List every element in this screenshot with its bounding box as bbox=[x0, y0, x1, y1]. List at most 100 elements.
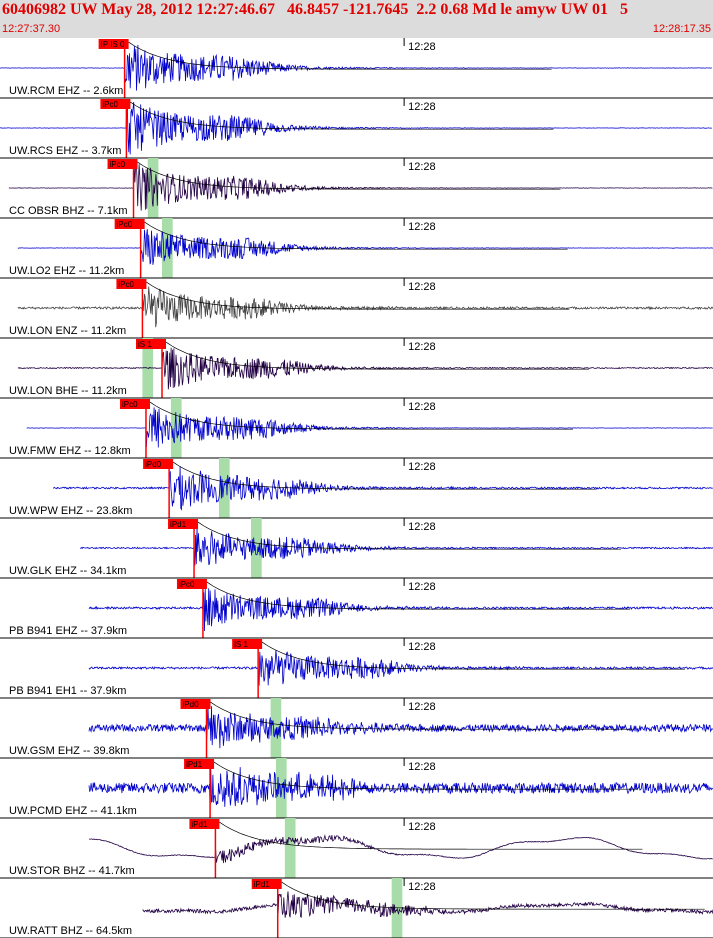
trace-panel[interactable]: iPc0 12:28 UW.LON ENZ -- 11.2km bbox=[0, 278, 713, 339]
trace-label: UW.LO2 EHZ -- 11.2km bbox=[9, 265, 124, 277]
minute-tick-label: 12:28 bbox=[408, 761, 436, 773]
waveform-line bbox=[53, 466, 713, 511]
coda-curve bbox=[128, 41, 552, 70]
trace-label: UW.GLK EHZ -- 34.1km bbox=[9, 565, 126, 577]
waveform-line bbox=[17, 286, 713, 328]
pick-flag[interactable] bbox=[189, 819, 220, 829]
pick-label: iPd0 bbox=[183, 700, 200, 709]
pick-flag[interactable] bbox=[98, 39, 129, 49]
trace-label: UW.RCM EHZ -- 2.6km bbox=[9, 85, 123, 97]
pick-flag[interactable] bbox=[136, 339, 167, 349]
coda-curve bbox=[130, 101, 554, 130]
trace-panel[interactable]: iPc0 12:28 UW.LO2 EHZ -- 11.2km bbox=[0, 218, 713, 279]
pick-label: iPc0 bbox=[118, 280, 134, 289]
pick-flag[interactable] bbox=[176, 579, 207, 589]
pick-flag[interactable] bbox=[116, 279, 147, 289]
waveform-line bbox=[80, 526, 713, 566]
trace-label: UW.FMW EHZ -- 12.8km bbox=[9, 445, 131, 457]
trace-panel[interactable]: iPc0 12:28 UW.FMW EHZ -- 12.8km bbox=[0, 398, 713, 459]
pick-flag[interactable] bbox=[184, 759, 215, 769]
pick-label: iPd1 bbox=[170, 520, 187, 529]
waveform-line bbox=[0, 44, 712, 91]
pick-flag[interactable] bbox=[119, 399, 150, 409]
minute-tick-label: 12:28 bbox=[408, 821, 436, 833]
minute-tick-label: 12:28 bbox=[408, 581, 436, 593]
minute-tick-label: 12:28 bbox=[408, 461, 436, 473]
phase-window bbox=[218, 458, 230, 518]
pick-label: iPd0 bbox=[145, 460, 162, 469]
minute-tick-label: 12:28 bbox=[408, 521, 436, 533]
trace-label: PB B941 EHZ -- 37.9km bbox=[9, 625, 127, 637]
coda-curve bbox=[261, 641, 686, 670]
pick-label: iS 1 bbox=[138, 340, 152, 349]
trace-panel[interactable]: iPd1 12:28 UW.STOR BHZ -- 41.7km bbox=[0, 818, 713, 879]
trace-panel[interactable]: iPd1 12:28 UW.GLK EHZ -- 34.1km bbox=[0, 518, 713, 579]
trace-panel[interactable]: iPd0 12:28 UW.WPW EHZ -- 23.8km bbox=[0, 458, 713, 519]
minute-tick-label: 12:28 bbox=[408, 641, 436, 653]
coda-curve bbox=[149, 401, 573, 430]
trace-panel[interactable]: iPc0 12:28 UW.RCS EHZ -- 3.7km bbox=[0, 98, 713, 159]
waveform-line bbox=[88, 649, 713, 686]
coda-curve bbox=[144, 221, 568, 250]
trace-label: UW.GSM EHZ -- 39.8km bbox=[9, 745, 129, 757]
trace-label: UW.RCS EHZ -- 3.7km bbox=[9, 145, 121, 157]
waveform-line bbox=[88, 767, 713, 809]
trace-panel[interactable]: iS 1 12:28 UW.LON BHE -- 11.2km bbox=[0, 338, 713, 399]
trace-label: UW.WPW EHZ -- 23.8km bbox=[9, 505, 132, 517]
trace-label: UW.PCMD EHZ -- 41.1km bbox=[9, 805, 137, 817]
trace-label: UW.RATT BHZ -- 64.5km bbox=[9, 925, 132, 937]
coda-curve bbox=[210, 701, 634, 730]
pick-flag[interactable] bbox=[180, 699, 211, 709]
pick-flag[interactable] bbox=[107, 159, 138, 169]
minute-tick-label: 12:28 bbox=[408, 101, 436, 113]
pick-flag[interactable] bbox=[100, 99, 131, 109]
pick-label: iPd1 bbox=[254, 880, 271, 889]
pick-label: iPd1 bbox=[186, 760, 203, 769]
coda-curve bbox=[197, 521, 621, 550]
pick-label: iPc0 bbox=[179, 580, 195, 589]
end-time-label: 12:28:17.35 bbox=[652, 23, 711, 35]
pick-label: iPc0 bbox=[102, 100, 118, 109]
coda-curve bbox=[213, 761, 638, 790]
trace-panel[interactable]: IP IS 0 12:28 UW.RCM EHZ -- 2.6km bbox=[0, 38, 713, 99]
pick-flag[interactable] bbox=[251, 879, 282, 889]
pick-flag[interactable] bbox=[232, 639, 263, 649]
waveform-line bbox=[8, 162, 713, 211]
minute-tick-label: 12:28 bbox=[408, 701, 436, 713]
trace-label: UW.LON BHE -- 11.2km bbox=[9, 385, 127, 397]
seismogram-plot[interactable]: IP IS 0 12:28 UW.RCM EHZ -- 2.6km iPc0 12:28… bbox=[0, 38, 713, 938]
waveform-line bbox=[88, 834, 713, 864]
waveform-line bbox=[17, 229, 713, 265]
pick-flag[interactable] bbox=[168, 519, 199, 529]
pick-label: iPc0 bbox=[110, 160, 126, 169]
trace-panel[interactable]: iPc0 12:28 PB B941 EHZ -- 37.9km bbox=[0, 578, 713, 639]
trace-panel[interactable]: iPc0 12:28 CC OBSR BHZ -- 7.1km bbox=[0, 158, 713, 219]
trace-label: CC OBSR BHZ -- 7.1km bbox=[9, 205, 128, 217]
coda-curve bbox=[165, 341, 589, 370]
trace-panel[interactable]: iS 1 12:28 PB B941 EH1 -- 37.9km bbox=[0, 638, 713, 699]
trace-panel[interactable]: iPd0 12:28 UW.GSM EHZ -- 39.8km bbox=[0, 698, 713, 759]
phase-window bbox=[284, 818, 296, 878]
header-bar: 60406982 UW May 28, 2012 12:27:46.67 46.… bbox=[0, 0, 713, 38]
pick-label: iS 1 bbox=[234, 640, 248, 649]
coda-curve bbox=[281, 881, 705, 910]
coda-curve bbox=[146, 281, 570, 310]
trace-label: UW.STOR BHZ -- 41.7km bbox=[9, 865, 135, 877]
coda-curve bbox=[219, 821, 643, 850]
trace-panel[interactable]: iPd1 12:28 UW.RATT BHZ -- 64.5km bbox=[0, 878, 713, 938]
trace-label: PB B941 EH1 -- 37.9km bbox=[9, 685, 126, 697]
pick-flag[interactable] bbox=[114, 219, 145, 229]
minute-tick-label: 12:28 bbox=[408, 341, 436, 353]
waveform-line bbox=[142, 891, 713, 918]
pick-flag[interactable] bbox=[143, 459, 174, 469]
minute-tick-label: 12:28 bbox=[408, 401, 436, 413]
waveform-line bbox=[0, 101, 712, 155]
waveform-line bbox=[88, 706, 713, 749]
trace-panel[interactable]: iPd1 12:28 UW.PCMD EHZ -- 41.1km bbox=[0, 758, 713, 819]
minute-tick-label: 12:28 bbox=[408, 161, 436, 173]
minute-tick-label: 12:28 bbox=[408, 881, 436, 893]
trace-label: UW.LON ENZ -- 11.2km bbox=[9, 325, 126, 337]
pick-label: iPc0 bbox=[122, 400, 138, 409]
event-title: 60406982 UW May 28, 2012 12:27:46.67 46.… bbox=[2, 1, 629, 18]
phase-window bbox=[275, 758, 287, 818]
